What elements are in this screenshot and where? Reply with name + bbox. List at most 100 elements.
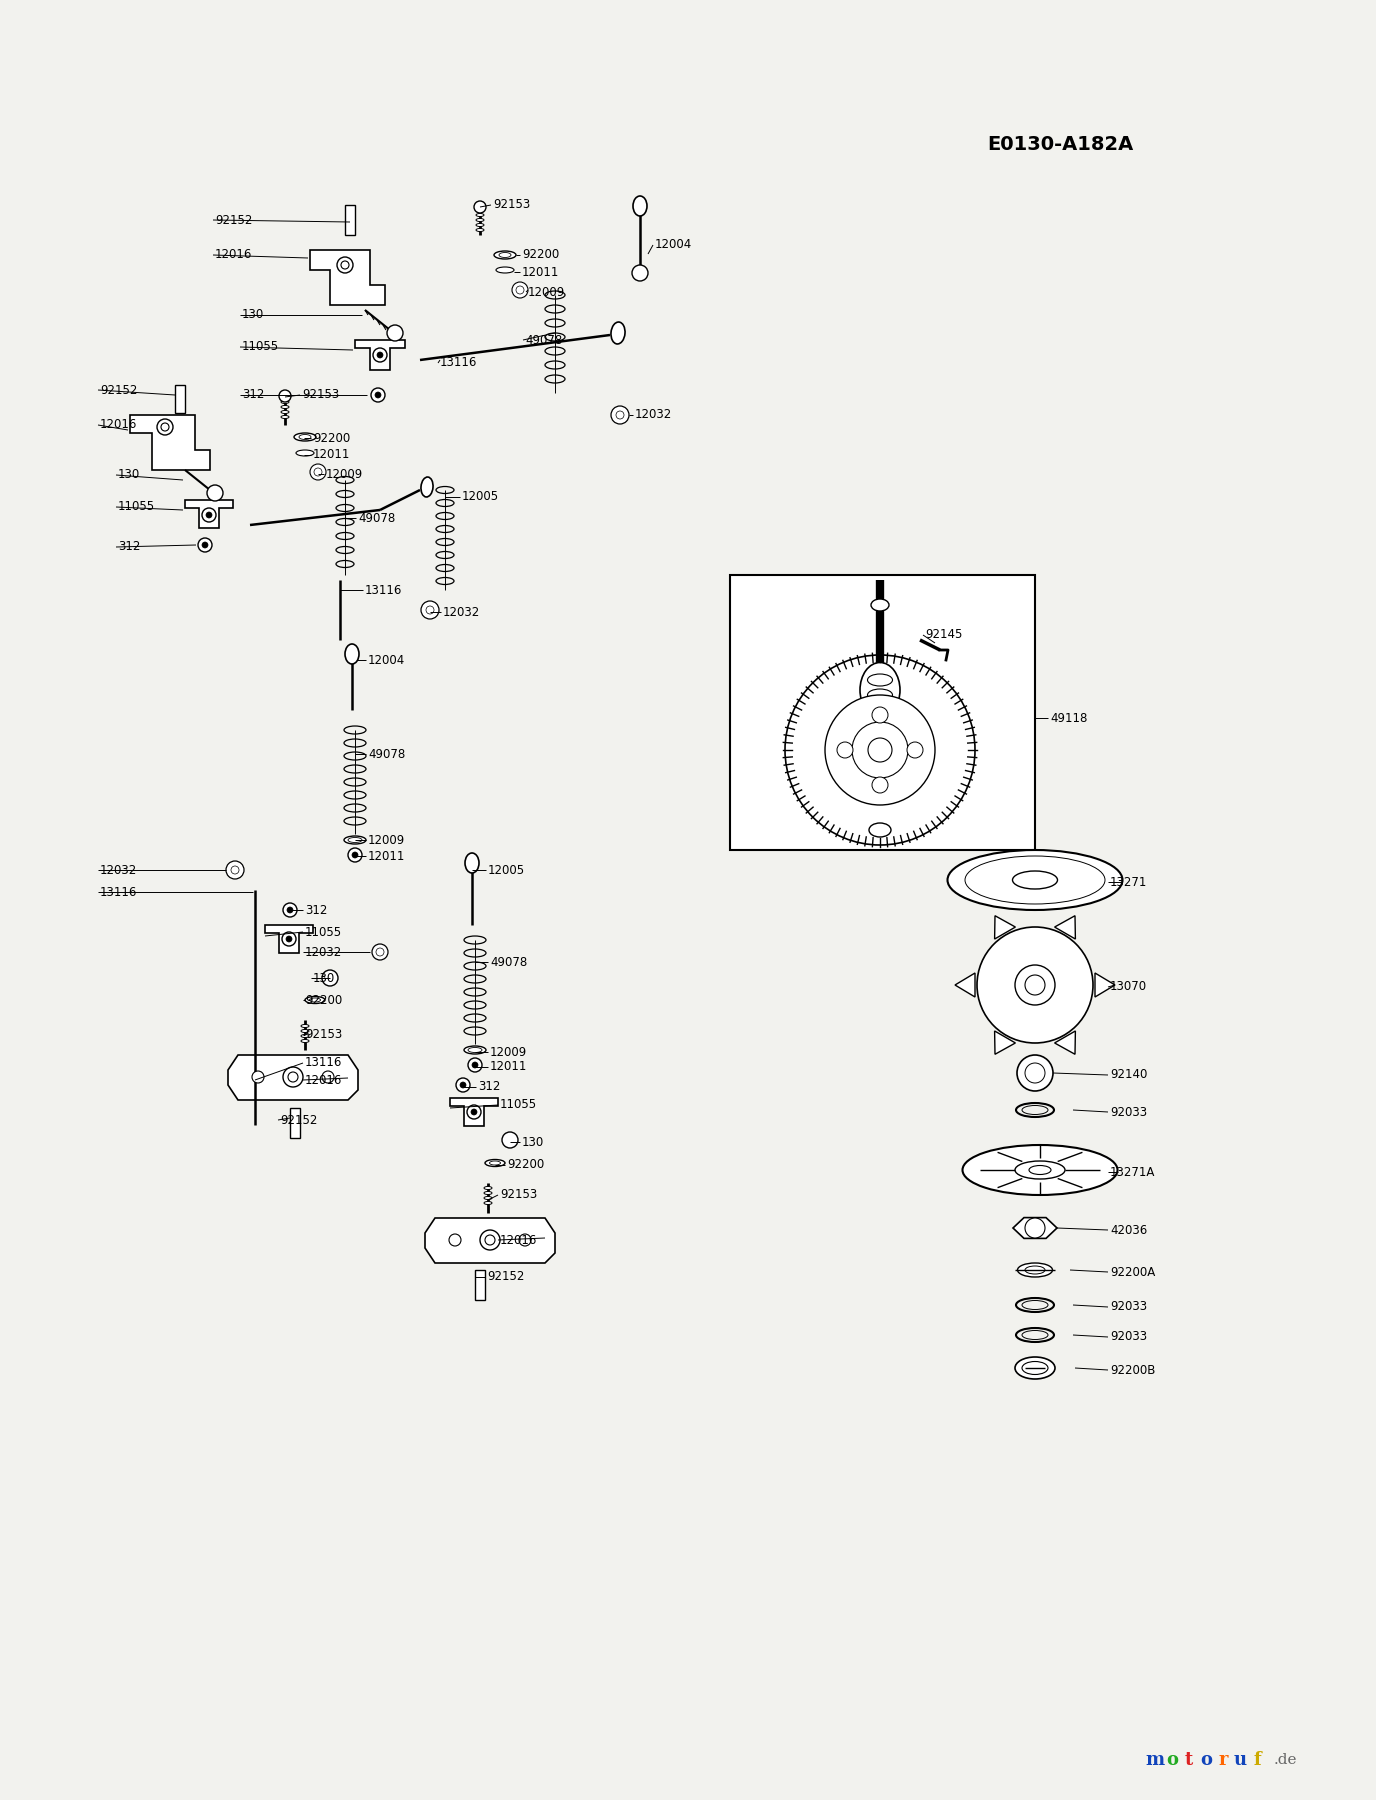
Polygon shape [129, 416, 211, 470]
Text: 12032: 12032 [305, 945, 343, 958]
Text: 92153: 92153 [305, 1028, 343, 1042]
Circle shape [372, 943, 388, 959]
Text: 92200: 92200 [305, 994, 343, 1006]
Text: r: r [1218, 1751, 1227, 1769]
Ellipse shape [344, 835, 366, 844]
Text: 42036: 42036 [1110, 1224, 1148, 1237]
Text: 92140: 92140 [1110, 1069, 1148, 1082]
Text: 12016: 12016 [100, 419, 138, 432]
Text: 13116: 13116 [365, 583, 402, 596]
Ellipse shape [468, 1048, 482, 1053]
Text: 12009: 12009 [367, 833, 406, 846]
Circle shape [466, 1105, 482, 1120]
Ellipse shape [490, 1161, 501, 1165]
Ellipse shape [348, 837, 362, 842]
Ellipse shape [465, 853, 479, 873]
Text: 49078: 49078 [526, 333, 563, 346]
Circle shape [322, 1071, 334, 1084]
Circle shape [473, 202, 486, 212]
Text: 12009: 12009 [528, 286, 566, 299]
Circle shape [784, 655, 976, 844]
Text: 312: 312 [305, 904, 327, 916]
Polygon shape [995, 916, 1015, 940]
Ellipse shape [281, 410, 289, 414]
Bar [731, 574, 1035, 850]
Circle shape [516, 286, 524, 293]
Text: 92153: 92153 [301, 389, 340, 401]
Ellipse shape [301, 1030, 310, 1033]
Ellipse shape [611, 322, 625, 344]
Ellipse shape [296, 450, 314, 455]
Circle shape [206, 511, 212, 518]
Text: t: t [1185, 1751, 1193, 1769]
Circle shape [480, 1229, 499, 1249]
Text: 130: 130 [312, 972, 336, 985]
Text: 312: 312 [242, 389, 264, 401]
Circle shape [161, 423, 169, 430]
Polygon shape [184, 500, 233, 527]
Polygon shape [450, 1098, 498, 1127]
Text: 92200: 92200 [522, 248, 559, 261]
Ellipse shape [948, 850, 1123, 911]
Circle shape [337, 257, 354, 274]
Text: 92200: 92200 [312, 432, 351, 445]
Text: 92033: 92033 [1110, 1330, 1148, 1343]
Circle shape [279, 391, 290, 401]
Circle shape [282, 932, 296, 947]
Text: 12004: 12004 [367, 653, 406, 666]
Text: 11055: 11055 [499, 1098, 537, 1111]
Text: 12011: 12011 [367, 850, 406, 862]
Ellipse shape [871, 599, 889, 610]
Text: 13116: 13116 [305, 1057, 343, 1069]
Text: 312: 312 [118, 540, 140, 554]
Ellipse shape [495, 266, 515, 274]
Circle shape [1015, 965, 1055, 1004]
Circle shape [468, 1058, 482, 1073]
Text: 13271: 13271 [1110, 875, 1148, 889]
Circle shape [372, 389, 385, 401]
Ellipse shape [633, 196, 647, 216]
Text: 92152: 92152 [279, 1114, 318, 1127]
Ellipse shape [464, 1046, 486, 1055]
Circle shape [286, 936, 292, 941]
Text: 92153: 92153 [499, 1188, 537, 1202]
Text: 130: 130 [242, 308, 264, 322]
Text: 11055: 11055 [118, 500, 155, 513]
Circle shape [1017, 1055, 1053, 1091]
Circle shape [1025, 976, 1044, 995]
Text: 12011: 12011 [522, 265, 560, 279]
Text: 49078: 49078 [358, 511, 395, 524]
Text: 130: 130 [522, 1136, 545, 1148]
Text: 49078: 49078 [490, 956, 527, 968]
Circle shape [252, 1071, 264, 1084]
Circle shape [226, 860, 244, 878]
Ellipse shape [860, 662, 900, 718]
Circle shape [352, 851, 358, 859]
Circle shape [1025, 1219, 1044, 1238]
Circle shape [157, 419, 173, 436]
Text: 12032: 12032 [443, 605, 480, 619]
Circle shape [512, 283, 528, 299]
Text: 12016: 12016 [215, 248, 252, 261]
Text: m: m [1145, 1751, 1164, 1769]
Circle shape [471, 1109, 477, 1114]
Ellipse shape [345, 644, 359, 664]
Circle shape [341, 261, 350, 268]
Circle shape [314, 468, 322, 475]
Text: 11055: 11055 [305, 925, 343, 938]
Circle shape [977, 927, 1093, 1042]
Text: 12011: 12011 [312, 448, 351, 461]
Ellipse shape [499, 252, 510, 257]
Bar [175, 385, 184, 412]
Text: 92200B: 92200B [1110, 1364, 1156, 1377]
Ellipse shape [281, 401, 289, 403]
Ellipse shape [476, 229, 484, 232]
Text: 13116: 13116 [100, 886, 138, 898]
Text: 12032: 12032 [100, 864, 138, 877]
Bar [475, 1271, 484, 1300]
Circle shape [421, 601, 439, 619]
Circle shape [202, 508, 216, 522]
Text: 92200: 92200 [506, 1159, 545, 1172]
Text: 92033: 92033 [1110, 1300, 1148, 1314]
Ellipse shape [301, 1024, 310, 1028]
